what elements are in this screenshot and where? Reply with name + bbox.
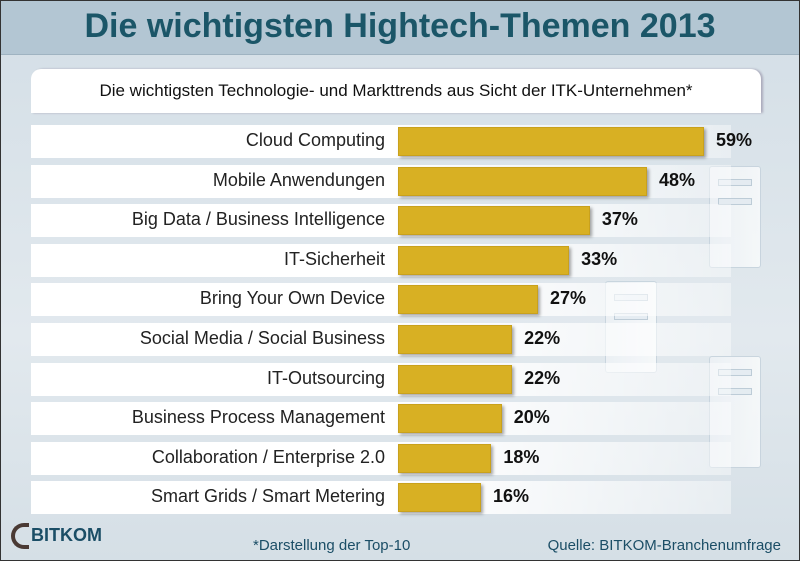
category-label: IT-Sicherheit <box>283 248 385 269</box>
source: Quelle: BITKOM-Branchenumfrage <box>547 537 781 554</box>
bar <box>398 404 502 434</box>
bitkom-logo: BITKOM <box>11 523 102 549</box>
bar <box>398 325 513 354</box>
row-background <box>31 402 731 436</box>
bar <box>398 364 513 394</box>
bar <box>398 206 590 236</box>
title-bar: Die wichtigsten Hightech-Themen 2013 <box>1 1 799 55</box>
row-background <box>31 362 731 396</box>
category-label: Mobile Anwendungen <box>212 169 385 190</box>
category-label: Bring Your Own Device <box>199 288 385 309</box>
row-background <box>31 204 731 238</box>
bar <box>398 245 570 275</box>
value-label: 59% <box>716 130 753 150</box>
category-label: Smart Grids / Smart Metering <box>150 486 385 507</box>
category-label: Social Media / Social Business <box>139 328 385 348</box>
bar <box>398 483 481 513</box>
category-label: Collaboration / Enterprise 2.0 <box>151 446 385 467</box>
value-label: 22% <box>524 328 561 348</box>
bar <box>398 285 539 315</box>
category-label: Big Data / Business Intelligence <box>131 209 385 230</box>
row-background <box>31 283 731 317</box>
value-label: 20% <box>513 407 550 428</box>
value-label: 22% <box>524 367 561 388</box>
chart-subtitle: Die wichtigsten Technologie- und Markttr… <box>99 81 693 100</box>
logo-arc-icon <box>11 523 29 549</box>
value-label: 18% <box>503 446 540 467</box>
row-background <box>31 243 731 277</box>
row-background <box>31 481 731 515</box>
value-label: 37% <box>601 209 638 230</box>
value-label: 33% <box>581 248 618 269</box>
row-background <box>31 441 731 475</box>
value-label: 16% <box>492 486 529 507</box>
bar <box>398 443 492 473</box>
category-label: Business Process Management <box>131 407 385 428</box>
subtitle-box: Die wichtigsten Technologie- und Markttr… <box>31 69 761 113</box>
chart-title: Die wichtigsten Hightech-Themen 2013 <box>84 7 716 45</box>
bar <box>398 127 704 156</box>
footnote: *Darstellung der Top-10 <box>253 537 411 554</box>
logo-text: BITKOM <box>31 524 102 545</box>
category-label: IT-Outsourcing <box>266 367 385 388</box>
value-label: 48% <box>658 169 695 190</box>
bar <box>398 166 647 196</box>
category-label: Cloud Computing <box>245 130 385 150</box>
row-background <box>31 323 731 356</box>
value-label: 27% <box>550 288 587 309</box>
